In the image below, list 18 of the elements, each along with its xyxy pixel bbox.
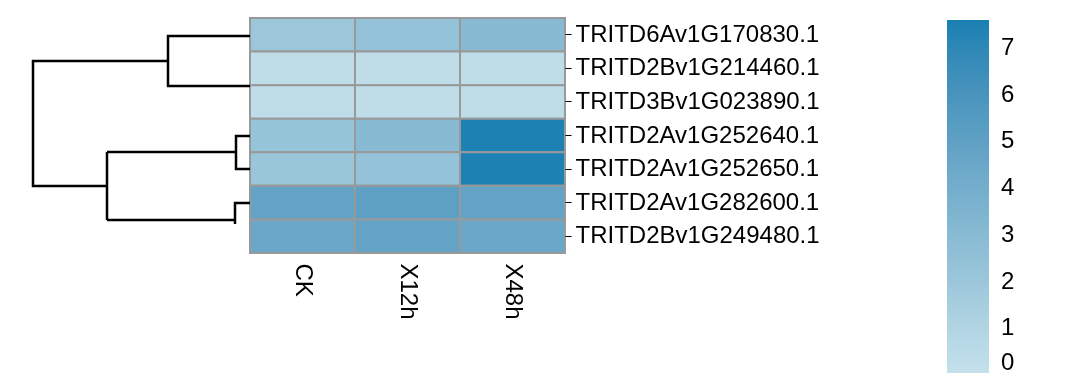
color-bar-label: 2 <box>1001 266 1015 294</box>
color-bar-label: 7 <box>1001 33 1015 61</box>
color-bar-label: 1 <box>1001 313 1015 341</box>
y-tick-label: TRITD2Bv1G214460.1 <box>575 53 820 81</box>
color-bar-label: 0 <box>1001 348 1015 373</box>
y-tick-label: TRITD3Bv1G023890.1 <box>575 86 820 114</box>
x-tick-label: X12h <box>395 263 423 320</box>
x-tick-label: X48h <box>500 263 528 320</box>
y-tick-label: TRITD2Bv1G249480.1 <box>575 221 820 249</box>
color-bar-label: 3 <box>1001 219 1015 247</box>
y-tick-label: TRITD6Av1G170830.1 <box>575 19 820 47</box>
x-tick-label: CK <box>290 263 318 297</box>
color-bar-label: 6 <box>1001 79 1015 107</box>
y-tick-label: TRITD2Av1G282600.1 <box>575 187 820 215</box>
y-tick-label: TRITD2Av1G252640.1 <box>575 120 820 148</box>
color-bar-label: 4 <box>1001 173 1015 201</box>
y-tick-label: TRITD2Av1G252650.1 <box>575 154 820 182</box>
color-bar-label: 5 <box>1001 126 1015 154</box>
